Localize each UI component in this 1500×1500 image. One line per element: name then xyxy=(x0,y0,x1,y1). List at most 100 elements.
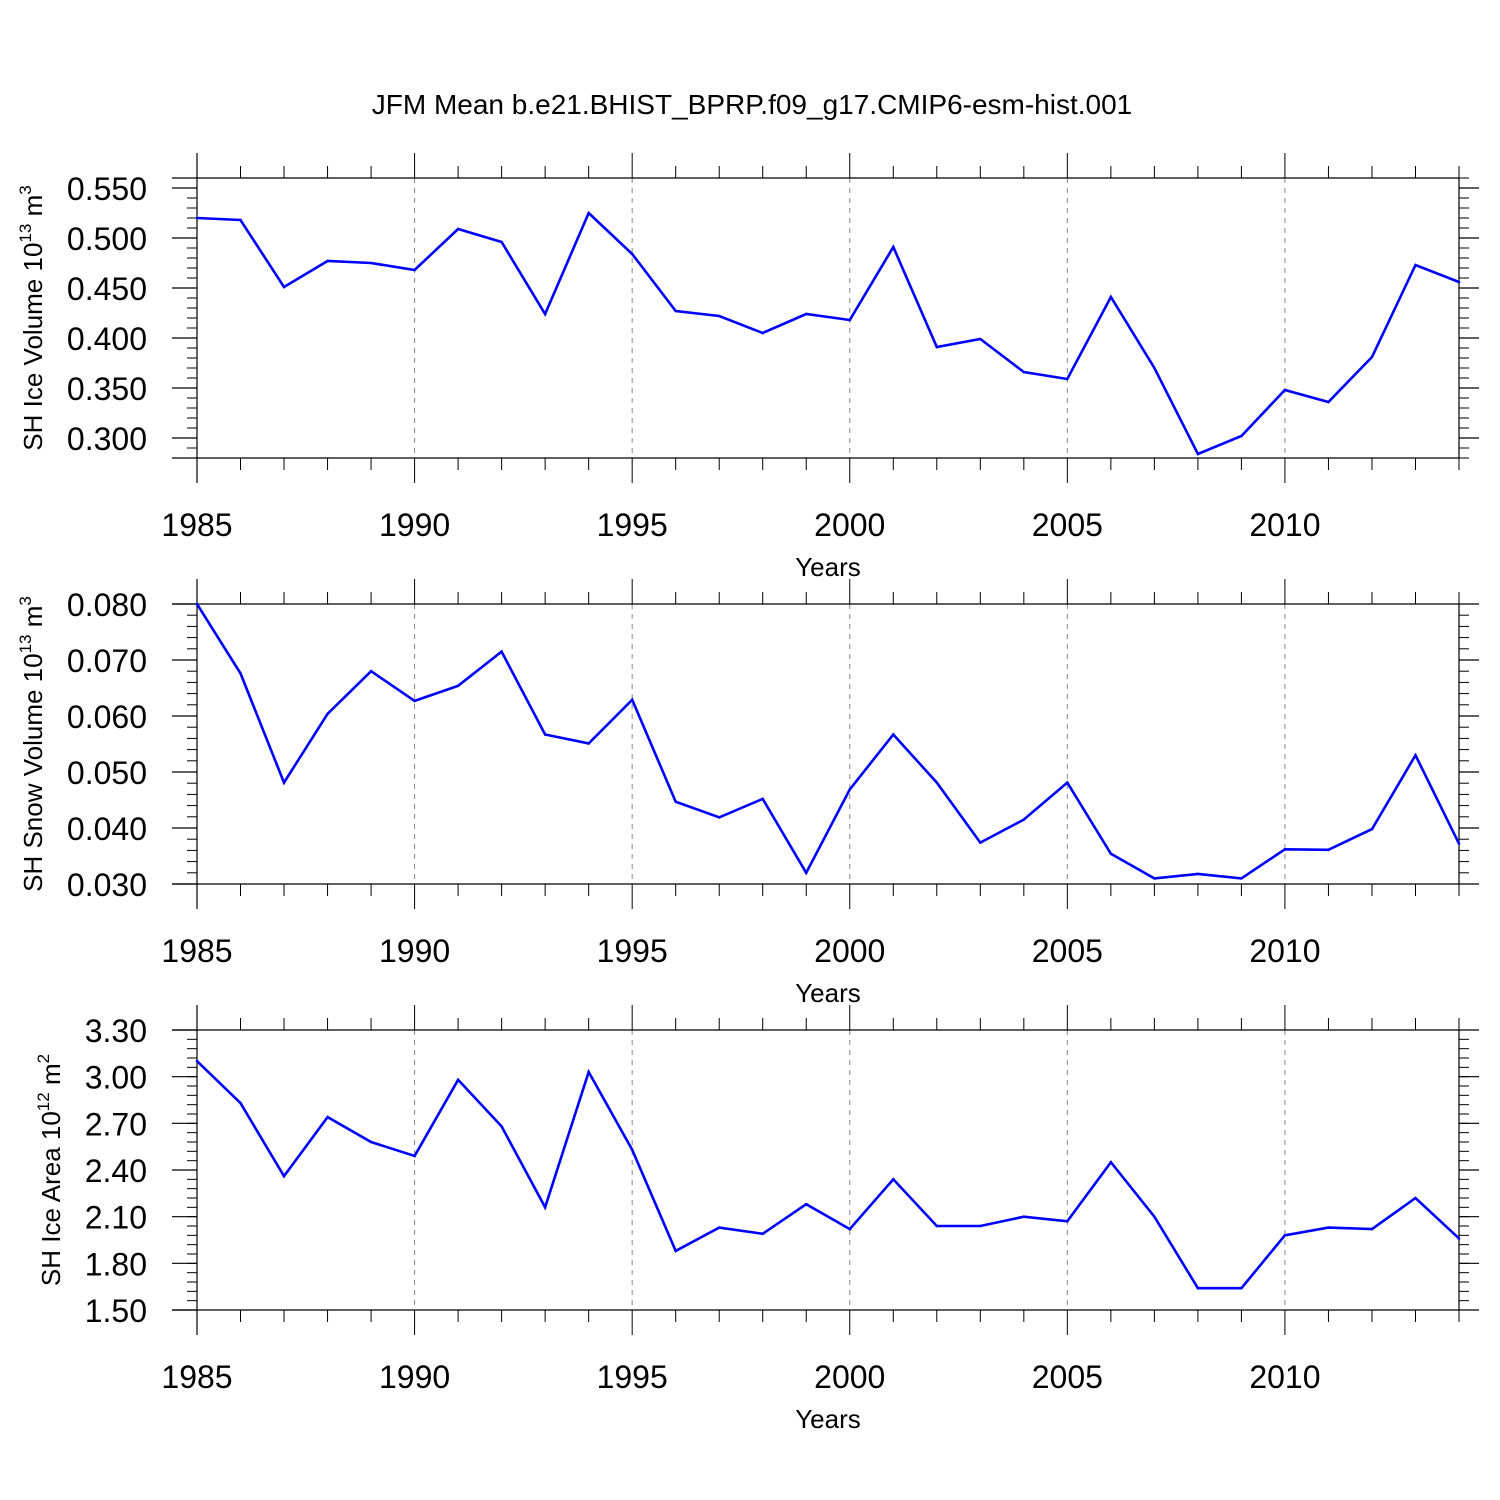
data-point xyxy=(979,841,982,844)
x-tick-label: 1995 xyxy=(597,933,668,969)
data-point xyxy=(239,1101,242,1105)
y-tick-label: 2.70 xyxy=(85,1106,147,1142)
data-point xyxy=(326,259,329,263)
data-point xyxy=(1153,366,1156,370)
x-tick-label: 1985 xyxy=(161,933,232,969)
data-point xyxy=(326,712,329,716)
y-tick-label: 3.30 xyxy=(85,1013,147,1049)
data-point xyxy=(543,1206,547,1209)
x-axis-label: Years xyxy=(795,552,861,582)
y-tick-label: 0.040 xyxy=(67,811,147,847)
data-point xyxy=(1066,781,1069,784)
data-point xyxy=(456,684,460,688)
x-tick-label: 1985 xyxy=(161,507,232,543)
data-point xyxy=(1022,370,1026,374)
y-tick-label: 0.050 xyxy=(67,755,147,791)
data-point xyxy=(1240,1286,1243,1290)
data-point xyxy=(891,1178,895,1181)
y-tick-label: 0.500 xyxy=(67,221,147,257)
data-point xyxy=(369,1140,373,1144)
data-point xyxy=(891,733,895,736)
x-tick-label: 2000 xyxy=(814,1359,885,1395)
data-point xyxy=(935,781,939,784)
data-point xyxy=(761,1232,765,1236)
data-point xyxy=(413,268,416,272)
data-point xyxy=(543,312,547,316)
data-point xyxy=(1153,1215,1156,1218)
y-tick-label: 0.550 xyxy=(67,171,147,207)
data-point xyxy=(935,345,939,349)
data-point xyxy=(587,211,590,215)
figure-title: JFM Mean b.e21.BHIST_BPRP.f09_g17.CMIP6-… xyxy=(372,89,1133,120)
data-point xyxy=(717,816,721,819)
data-point xyxy=(1457,280,1461,284)
data-point xyxy=(1022,1215,1026,1218)
data-point xyxy=(195,602,199,606)
data-point xyxy=(630,1148,634,1152)
chart-panel-2: 1985 1990 1995 2000 2005 2010 0.030 0.040 0.050 0… xyxy=(16,579,1479,1008)
data-point xyxy=(239,218,242,222)
data-point xyxy=(1283,388,1287,392)
data-point xyxy=(1196,452,1200,456)
data-point xyxy=(717,314,721,318)
data-point xyxy=(500,1125,503,1128)
data-point xyxy=(891,245,895,249)
data-point xyxy=(282,781,286,784)
data-point xyxy=(239,672,242,675)
data-point xyxy=(1414,753,1417,757)
data-point xyxy=(282,285,286,289)
data-point xyxy=(587,742,590,745)
data-point xyxy=(804,312,808,316)
y-axis-label: SH Ice Volume 1013 m3 xyxy=(16,185,48,450)
x-tick-label: 2005 xyxy=(1032,1359,1103,1395)
data-point xyxy=(413,699,416,703)
y-tick-label: 0.080 xyxy=(67,587,147,623)
y-tick-label: 1.50 xyxy=(85,1293,147,1329)
data-point xyxy=(1370,355,1374,359)
data-point xyxy=(717,1226,721,1229)
data-point xyxy=(761,797,765,801)
x-tick-label: 2000 xyxy=(814,507,885,543)
y-tick-label: 0.300 xyxy=(67,421,147,457)
data-point xyxy=(1196,1286,1200,1290)
data-point xyxy=(1327,400,1330,404)
data-point xyxy=(587,1070,590,1074)
data-point xyxy=(195,216,199,220)
x-tick-label: 1995 xyxy=(597,507,668,543)
y-axis-label: SH Snow Volume 1013 m3 xyxy=(16,596,48,892)
data-point xyxy=(935,1224,939,1228)
x-tick-label: 2010 xyxy=(1249,507,1320,543)
data-point xyxy=(630,698,634,702)
x-tick-label: 2010 xyxy=(1249,933,1320,969)
data-point xyxy=(369,261,373,265)
series-line xyxy=(195,603,1461,880)
series-line xyxy=(196,1060,1460,1290)
series-line xyxy=(196,210,1460,456)
y-axis-label: SH Ice Area 1012 m2 xyxy=(34,1054,66,1286)
data-point xyxy=(500,240,503,244)
x-axis-label: Years xyxy=(795,1404,861,1434)
data-point xyxy=(282,1174,286,1178)
x-tick-label: 2000 xyxy=(814,933,885,969)
data-point xyxy=(1370,1227,1374,1231)
data-point xyxy=(1370,827,1374,831)
x-tick-label: 1995 xyxy=(597,1359,668,1395)
x-tick-label: 2005 xyxy=(1032,507,1103,543)
data-point xyxy=(1196,872,1200,876)
data-point xyxy=(804,871,808,875)
y-tick-label: 0.070 xyxy=(67,643,147,679)
data-point xyxy=(1109,295,1113,299)
y-tick-label: 2.40 xyxy=(85,1153,147,1189)
data-point xyxy=(1109,852,1113,856)
data-point xyxy=(1457,1237,1461,1240)
x-tick-label: 1990 xyxy=(379,1359,450,1395)
chart-panel-1: 1985 1990 1995 2000 2005 2010 0.300 0.350 0.400 0… xyxy=(16,153,1479,582)
data-point xyxy=(369,669,373,673)
data-point xyxy=(674,1249,677,1253)
data-point xyxy=(413,1154,416,1158)
data-point xyxy=(761,331,765,335)
data-point xyxy=(1327,1226,1330,1229)
x-tick-label: 2005 xyxy=(1032,933,1103,969)
data-point xyxy=(456,1078,460,1082)
